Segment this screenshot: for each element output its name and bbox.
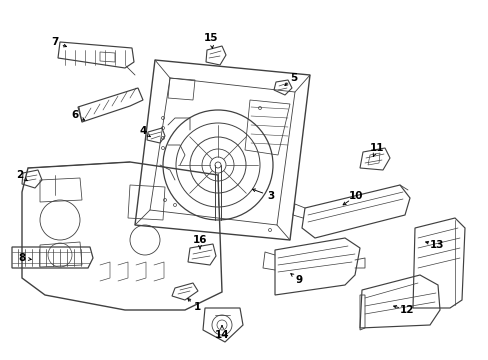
Text: 10: 10 [348, 191, 363, 201]
Text: 7: 7 [51, 37, 59, 47]
Text: 16: 16 [192, 235, 207, 245]
Text: 4: 4 [139, 126, 146, 136]
Text: 1: 1 [193, 302, 200, 312]
Text: 3: 3 [267, 191, 274, 201]
Text: 5: 5 [290, 73, 297, 83]
Text: 8: 8 [19, 253, 25, 263]
Text: 6: 6 [71, 110, 79, 120]
Text: 15: 15 [203, 33, 218, 43]
Text: 12: 12 [399, 305, 413, 315]
Text: 2: 2 [16, 170, 23, 180]
Text: 9: 9 [295, 275, 302, 285]
Text: 14: 14 [214, 330, 229, 340]
Text: 13: 13 [429, 240, 443, 250]
Text: 11: 11 [369, 143, 384, 153]
